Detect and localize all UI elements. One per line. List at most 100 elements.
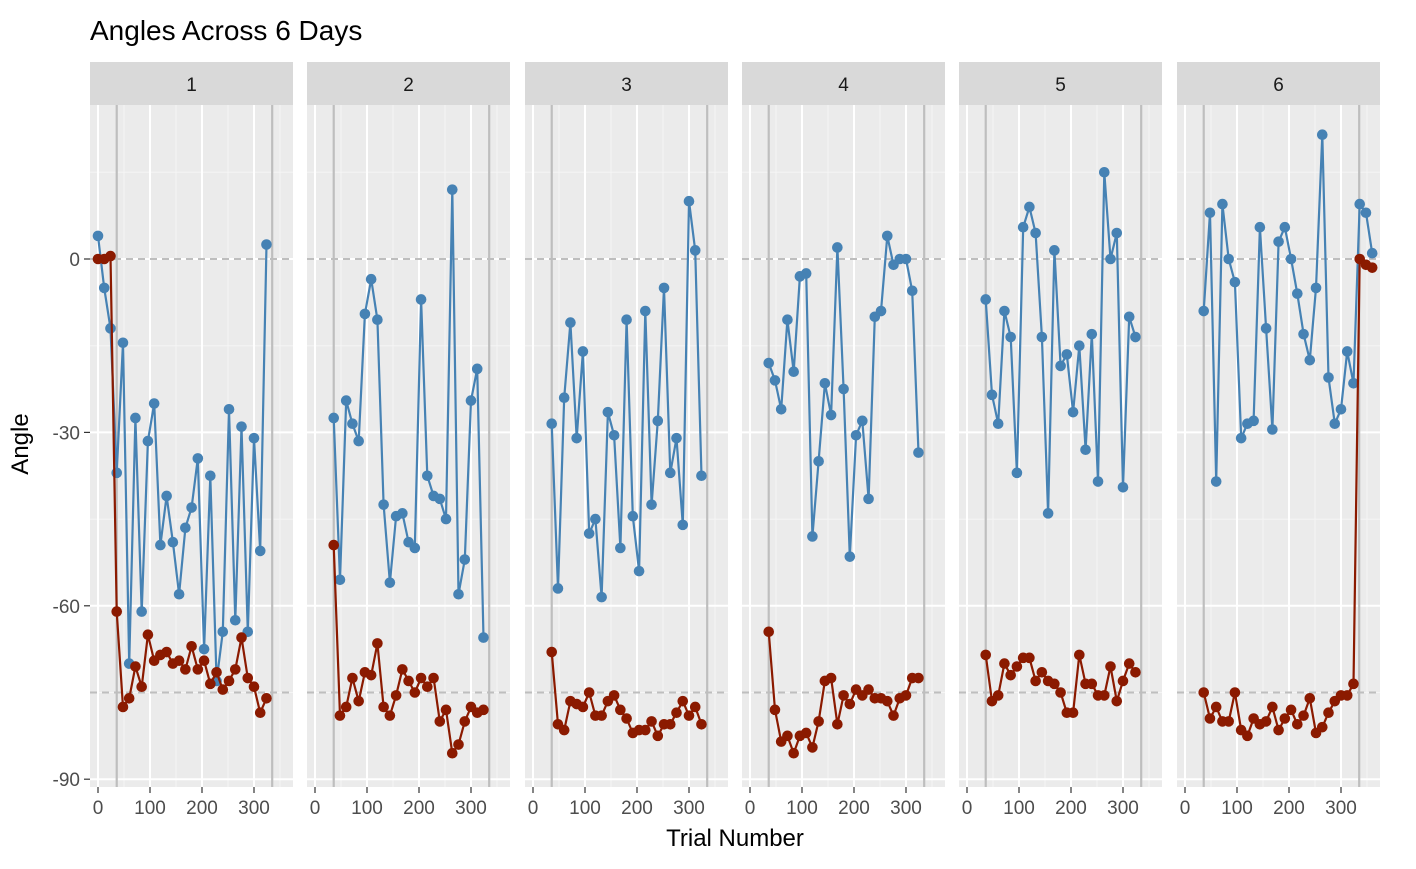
blue-data-point (788, 366, 799, 378)
facet-strip (959, 62, 1162, 105)
y-tick-label: -90 (53, 770, 80, 791)
red-data-point (696, 718, 707, 730)
blue-data-point (1092, 476, 1104, 487)
red-data-point (1111, 695, 1123, 707)
red-data-point (211, 666, 222, 678)
blue-data-point (1354, 198, 1366, 210)
blue-data-point (1042, 508, 1054, 519)
red-data-point (832, 718, 843, 730)
red-data-point (261, 692, 272, 704)
y-axis-title: Angle (7, 413, 34, 474)
blue-data-point (334, 574, 346, 586)
blue-data-point (1080, 444, 1091, 456)
blue-data-point (1348, 377, 1359, 389)
blue-data-point (446, 184, 458, 195)
red-data-point (1323, 707, 1334, 719)
red-data-point (800, 727, 812, 739)
blue-data-point (683, 195, 695, 207)
blue-data-point (602, 406, 614, 418)
red-data-point (1055, 687, 1066, 698)
facet-panel-2: 2 0 100 200 300 (307, 62, 510, 819)
red-data-point (440, 704, 452, 716)
blue-data-point (415, 294, 427, 305)
facet-strip-label: 6 (1273, 75, 1284, 96)
blue-data-point (1267, 424, 1278, 435)
red-data-point (192, 664, 204, 675)
red-data-point (422, 681, 433, 693)
blue-data-point (552, 583, 564, 594)
blue-data-point (409, 542, 421, 554)
x-tick-label: 300 (455, 798, 487, 819)
facet-panel-1: 1 0 100 200 300 (90, 62, 293, 819)
red-data-point (130, 661, 141, 672)
blue-data-point (664, 467, 676, 479)
blue-data-point (1086, 328, 1098, 340)
red-data-point (888, 710, 899, 721)
blue-data-point (1310, 282, 1322, 294)
red-data-point (596, 710, 607, 721)
blue-data-point (478, 632, 489, 643)
blue-data-point (583, 528, 595, 539)
red-data-point (980, 649, 992, 661)
blue-data-point (205, 470, 216, 482)
red-data-point (769, 704, 781, 716)
blue-data-point (1005, 331, 1016, 343)
red-data-point (1304, 692, 1316, 704)
blue-data-point (384, 577, 396, 588)
red-data-point (217, 684, 229, 695)
blue-data-point (546, 418, 558, 430)
red-data-point (415, 672, 427, 684)
blue-data-point (148, 398, 160, 409)
red-data-point (900, 690, 912, 701)
blue-data-point (640, 305, 651, 317)
red-data-point (409, 687, 421, 698)
red-data-point (478, 704, 489, 716)
blue-data-point (1254, 221, 1266, 233)
x-tick-label: 300 (1325, 798, 1357, 819)
blue-data-point (359, 308, 371, 320)
red-series-line (98, 255, 268, 714)
red-data-point (1273, 724, 1284, 736)
blue-data-point (832, 242, 843, 253)
blue-data-point (422, 470, 433, 482)
red-data-point (347, 672, 358, 684)
x-tick-label: 0 (962, 798, 973, 819)
blue-data-point (1011, 467, 1023, 479)
x-tick-label: 100 (1221, 798, 1253, 819)
blue-data-point (117, 337, 129, 349)
red-data-point (788, 747, 799, 759)
blue-data-point (621, 314, 632, 325)
red-data-point (615, 704, 626, 716)
blue-series-line (1202, 133, 1374, 483)
red-data-point (123, 692, 135, 704)
x-tick-label: 100 (134, 798, 166, 819)
chart-title: Angles Across 6 Days (90, 15, 362, 46)
x-tick-label: 100 (786, 798, 818, 819)
x-tick-label: 200 (186, 798, 218, 819)
red-data-point (384, 710, 396, 721)
red-data-point (446, 747, 458, 759)
red-data-point (881, 695, 893, 707)
blue-data-point (229, 614, 241, 626)
blue-data-point (261, 239, 272, 250)
blue-data-point (763, 357, 775, 369)
facet-panels: 1 0 100 200 300 2 0 100 200 300 3 0 100 200 300 4 0 100 20… (90, 62, 1380, 819)
red-data-point (1341, 690, 1353, 701)
blue-data-point (328, 412, 340, 424)
red-data-point (1098, 690, 1110, 701)
red-data-point (913, 672, 924, 684)
blue-data-point (1055, 360, 1066, 372)
red-data-point (397, 664, 408, 675)
blue-data-point (627, 510, 639, 522)
x-tick-label: 200 (1273, 798, 1305, 819)
blue-data-point (838, 383, 849, 395)
blue-data-point (652, 415, 664, 427)
red-data-point (1223, 716, 1234, 727)
red-data-point (459, 716, 471, 727)
blue-data-point (1117, 482, 1129, 493)
red-data-point (198, 655, 210, 667)
red-data-point (1117, 675, 1129, 687)
blue-data-point (180, 522, 191, 534)
facet-strip-label: 4 (838, 75, 849, 96)
blue-data-point (173, 588, 185, 600)
